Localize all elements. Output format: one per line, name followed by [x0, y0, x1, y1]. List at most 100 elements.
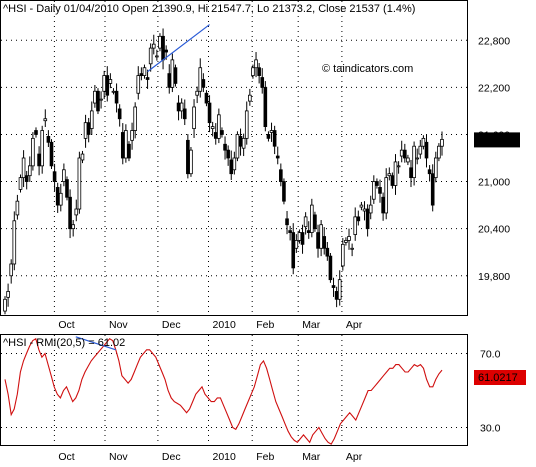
candle-body: [148, 47, 153, 65]
candle-body: [368, 204, 373, 214]
candle-body: [207, 102, 212, 124]
candle-body: [235, 134, 240, 159]
candle-body: [58, 192, 63, 206]
candle-body: [223, 143, 227, 151]
candle-body: [15, 200, 20, 216]
candle-body: [89, 110, 94, 129]
rmi-value-label: 61.0217: [478, 372, 518, 384]
price-trendline: [147, 24, 210, 73]
rmi-month-label: Apr: [346, 451, 363, 463]
candle-body: [328, 255, 333, 281]
candle-body: [437, 145, 441, 159]
candle-body: [83, 122, 88, 139]
candle-body: [421, 137, 426, 147]
candle-body: [24, 175, 29, 182]
price-month-label: Nov: [109, 319, 128, 331]
candle-body: [6, 291, 10, 298]
candle-body: [248, 94, 252, 102]
candle-body: [34, 130, 38, 135]
price-month-label: Feb: [256, 319, 274, 331]
candle-body: [384, 177, 389, 214]
candle-body: [226, 149, 230, 159]
candle-body: [130, 130, 134, 141]
last-price-label: 21,537: [479, 134, 513, 146]
candle-body: [359, 204, 364, 208]
candle-body: [291, 232, 296, 269]
candle-body: [434, 157, 438, 179]
candle-body: [300, 232, 305, 245]
candle-body: [170, 59, 175, 88]
rmi-panel-frame: [0, 334, 468, 446]
candle-body: [424, 141, 429, 159]
candle-body: [155, 55, 159, 58]
candle-body: [210, 126, 215, 129]
price-month-labels: Oct Nov Dec 2010 Feb Mar Apr: [58, 319, 362, 331]
candle-body: [378, 187, 382, 194]
candle-body: [108, 79, 113, 84]
candle-body: [344, 240, 348, 243]
candle-body: [282, 181, 286, 202]
candle-body: [176, 102, 181, 112]
candle-body: [195, 90, 199, 96]
rmi-tick-label: 70.0: [480, 349, 501, 361]
candle-body: [182, 108, 187, 120]
price-month-label: Mar: [302, 319, 321, 331]
candle-body: [18, 177, 23, 190]
candle-body: [325, 247, 330, 257]
last-price-tag: 21,537: [474, 132, 520, 148]
candle-body: [375, 181, 379, 186]
price-tick-label: 22,800: [478, 35, 510, 47]
candle-body: [415, 157, 420, 160]
candle-body: [362, 208, 367, 212]
candle-body: [158, 35, 162, 49]
candle-body: [313, 214, 317, 230]
candle-body: [254, 59, 258, 69]
price-tick-label: 20,400: [478, 224, 510, 236]
candle-body: [350, 247, 354, 250]
candle-body: [347, 236, 351, 241]
price-tick-label: 19,800: [478, 271, 510, 283]
candle-body: [204, 92, 209, 104]
rmi-month-label: Oct: [58, 451, 74, 463]
candle-body: [96, 90, 100, 112]
candle-body: [406, 157, 410, 163]
candle-body: [310, 204, 314, 233]
candle-body: [105, 75, 110, 96]
candle-body: [396, 165, 401, 168]
candle-body: [279, 169, 283, 182]
candle-body: [167, 73, 172, 88]
candle-body: [102, 75, 106, 92]
candle-body: [353, 216, 358, 235]
price-candles: [3, 28, 444, 315]
candle-body: [220, 130, 224, 135]
candle-body: [46, 136, 51, 143]
candle-body: [260, 77, 265, 88]
candle-body: [65, 179, 69, 198]
candle-body: [337, 279, 342, 300]
rmi-month-labels: Oct Nov Dec 2010 Feb Mar Apr: [58, 451, 362, 463]
rmi-title: ^HSI - RMI(20,5) = 61.02: [3, 337, 125, 349]
rmi-axis-labels: 30.0 70.0: [480, 349, 501, 435]
price-title: ^HSI - Daily 01/04/2010 Open 21390.9, Hi…: [3, 3, 415, 15]
candle-body: [37, 153, 41, 167]
candle-body: [341, 243, 345, 267]
candle-body: [31, 137, 35, 167]
candle-body: [334, 291, 339, 300]
candle-body: [403, 149, 407, 159]
candle-body: [418, 145, 423, 155]
candle-body: [409, 167, 413, 179]
candle-body: [62, 169, 66, 182]
candle-body: [161, 35, 165, 61]
candle-body: [232, 157, 237, 171]
candle-body: [217, 114, 221, 139]
candle-body: [21, 157, 26, 179]
candle-body: [111, 90, 116, 93]
candle-body: [306, 230, 311, 233]
candle-body: [3, 298, 7, 312]
candle-body: [164, 49, 168, 53]
candle-body: [142, 67, 147, 76]
candle-body: [263, 86, 268, 127]
candle-body: [49, 141, 54, 167]
candle-body: [145, 77, 150, 80]
watermark: © taindicators.com: [322, 63, 413, 75]
